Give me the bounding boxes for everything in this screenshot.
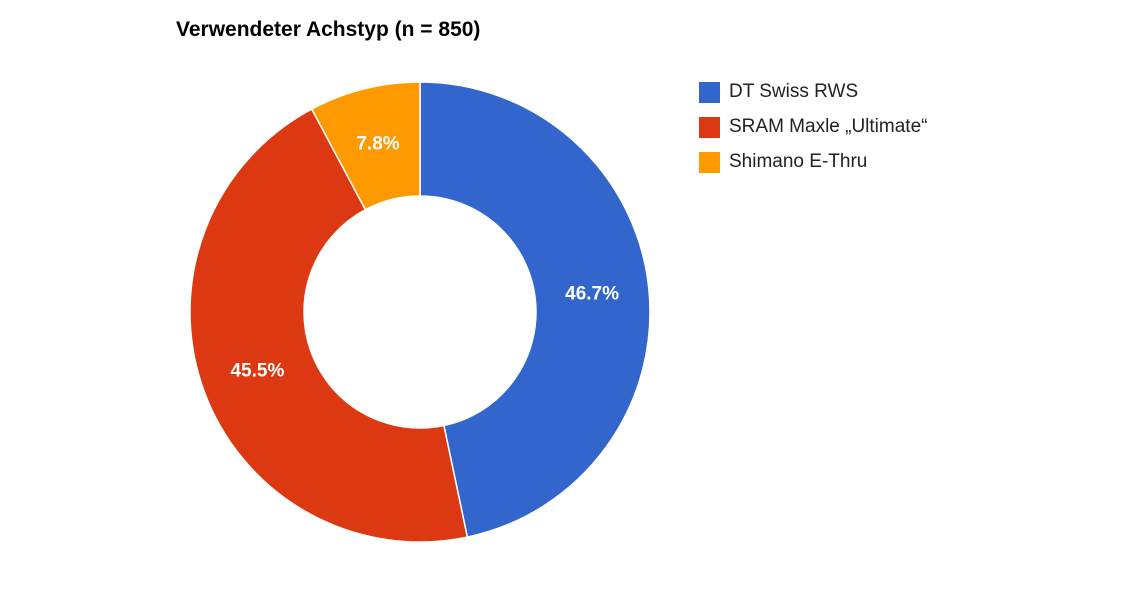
legend-item-dt-swiss[interactable]: DT Swiss RWS bbox=[699, 80, 927, 104]
legend-label: Shimano E-Thru bbox=[729, 151, 868, 172]
slice-value-label: 46.7% bbox=[565, 284, 619, 305]
legend-swatch bbox=[699, 81, 720, 103]
legend-item-shimano-e-thru[interactable]: Shimano E-Thru bbox=[699, 150, 927, 174]
legend-swatch bbox=[699, 151, 720, 173]
legend-label: SRAM Maxle „Ultimate“ bbox=[729, 116, 928, 137]
slice-value-label: 45.5% bbox=[230, 361, 284, 382]
legend: DT Swiss RWS SRAM Maxle „Ultimate“ Shima… bbox=[699, 80, 927, 185]
donut-slice-2[interactable] bbox=[189, 108, 469, 543]
slice-value-label: 7.8% bbox=[356, 134, 399, 155]
legend-label: DT Swiss RWS bbox=[729, 81, 859, 102]
legend-item-sram-maxle[interactable]: SRAM Maxle „Ultimate“ bbox=[699, 115, 927, 139]
donut-slice-1[interactable] bbox=[419, 81, 651, 538]
chart-title: Verwendeter Achstyp (n = 850) bbox=[176, 18, 481, 41]
legend-swatch bbox=[699, 116, 720, 138]
donut-slice-3[interactable] bbox=[310, 81, 421, 211]
